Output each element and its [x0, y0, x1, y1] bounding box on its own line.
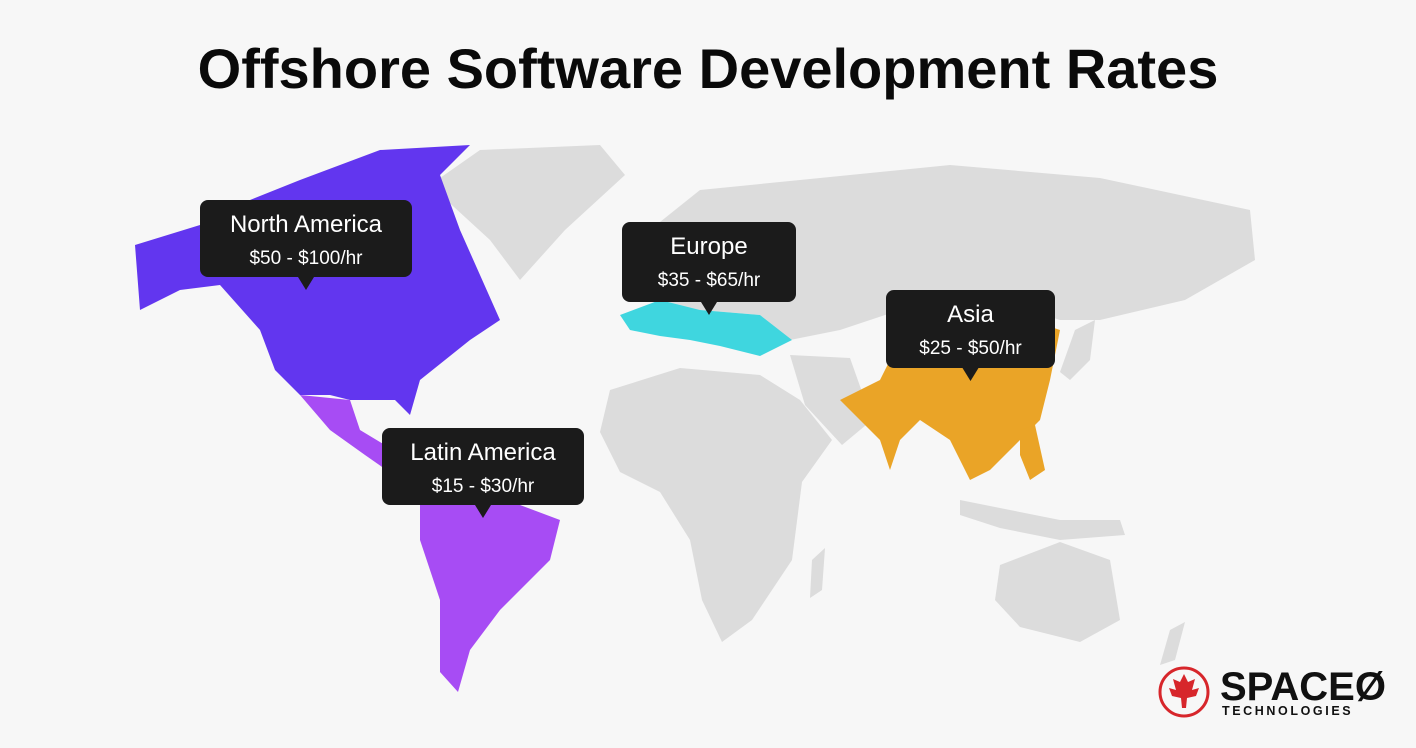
greenland — [430, 145, 625, 280]
callout-box — [886, 290, 1055, 368]
middle-east — [790, 355, 872, 445]
region-rate: $35 - $65/hr — [658, 270, 761, 291]
title: Offshore Software Development Rates — [198, 37, 1219, 100]
callout-pointer — [298, 277, 314, 290]
japan — [1060, 320, 1095, 380]
logo-ring — [1158, 666, 1210, 718]
region-name: Asia — [947, 301, 994, 328]
logo: SPACEØ TECHNOLOGIES — [1158, 665, 1386, 718]
callout-pointer — [475, 505, 491, 518]
region-name: Latin America — [410, 439, 556, 466]
south-america — [420, 490, 560, 692]
region-rate: $50 - $100/hr — [249, 248, 363, 269]
callout-box — [622, 222, 796, 302]
logo-tagline: TECHNOLOGIES — [1222, 704, 1353, 718]
indonesia — [960, 500, 1125, 540]
europe-region — [620, 300, 792, 356]
australia — [995, 542, 1120, 642]
africa — [600, 368, 832, 642]
callout-pointer — [701, 302, 717, 315]
philippines — [1020, 425, 1045, 480]
madagascar — [810, 548, 825, 598]
callouts: North America $50 - $100/hr Europe $35 - $6… — [200, 200, 1055, 518]
region-name: North America — [230, 211, 383, 238]
callout-box — [200, 200, 412, 277]
region-rate: $25 - $50/hr — [919, 338, 1022, 359]
new-zealand — [1160, 622, 1185, 665]
callout-box — [382, 428, 584, 505]
logo-name: SPACEØ — [1220, 665, 1386, 709]
region-rate: $15 - $30/hr — [432, 476, 535, 497]
region-name: Europe — [670, 233, 747, 260]
callout-pointer — [962, 368, 979, 381]
logo-leaf — [1169, 674, 1199, 708]
